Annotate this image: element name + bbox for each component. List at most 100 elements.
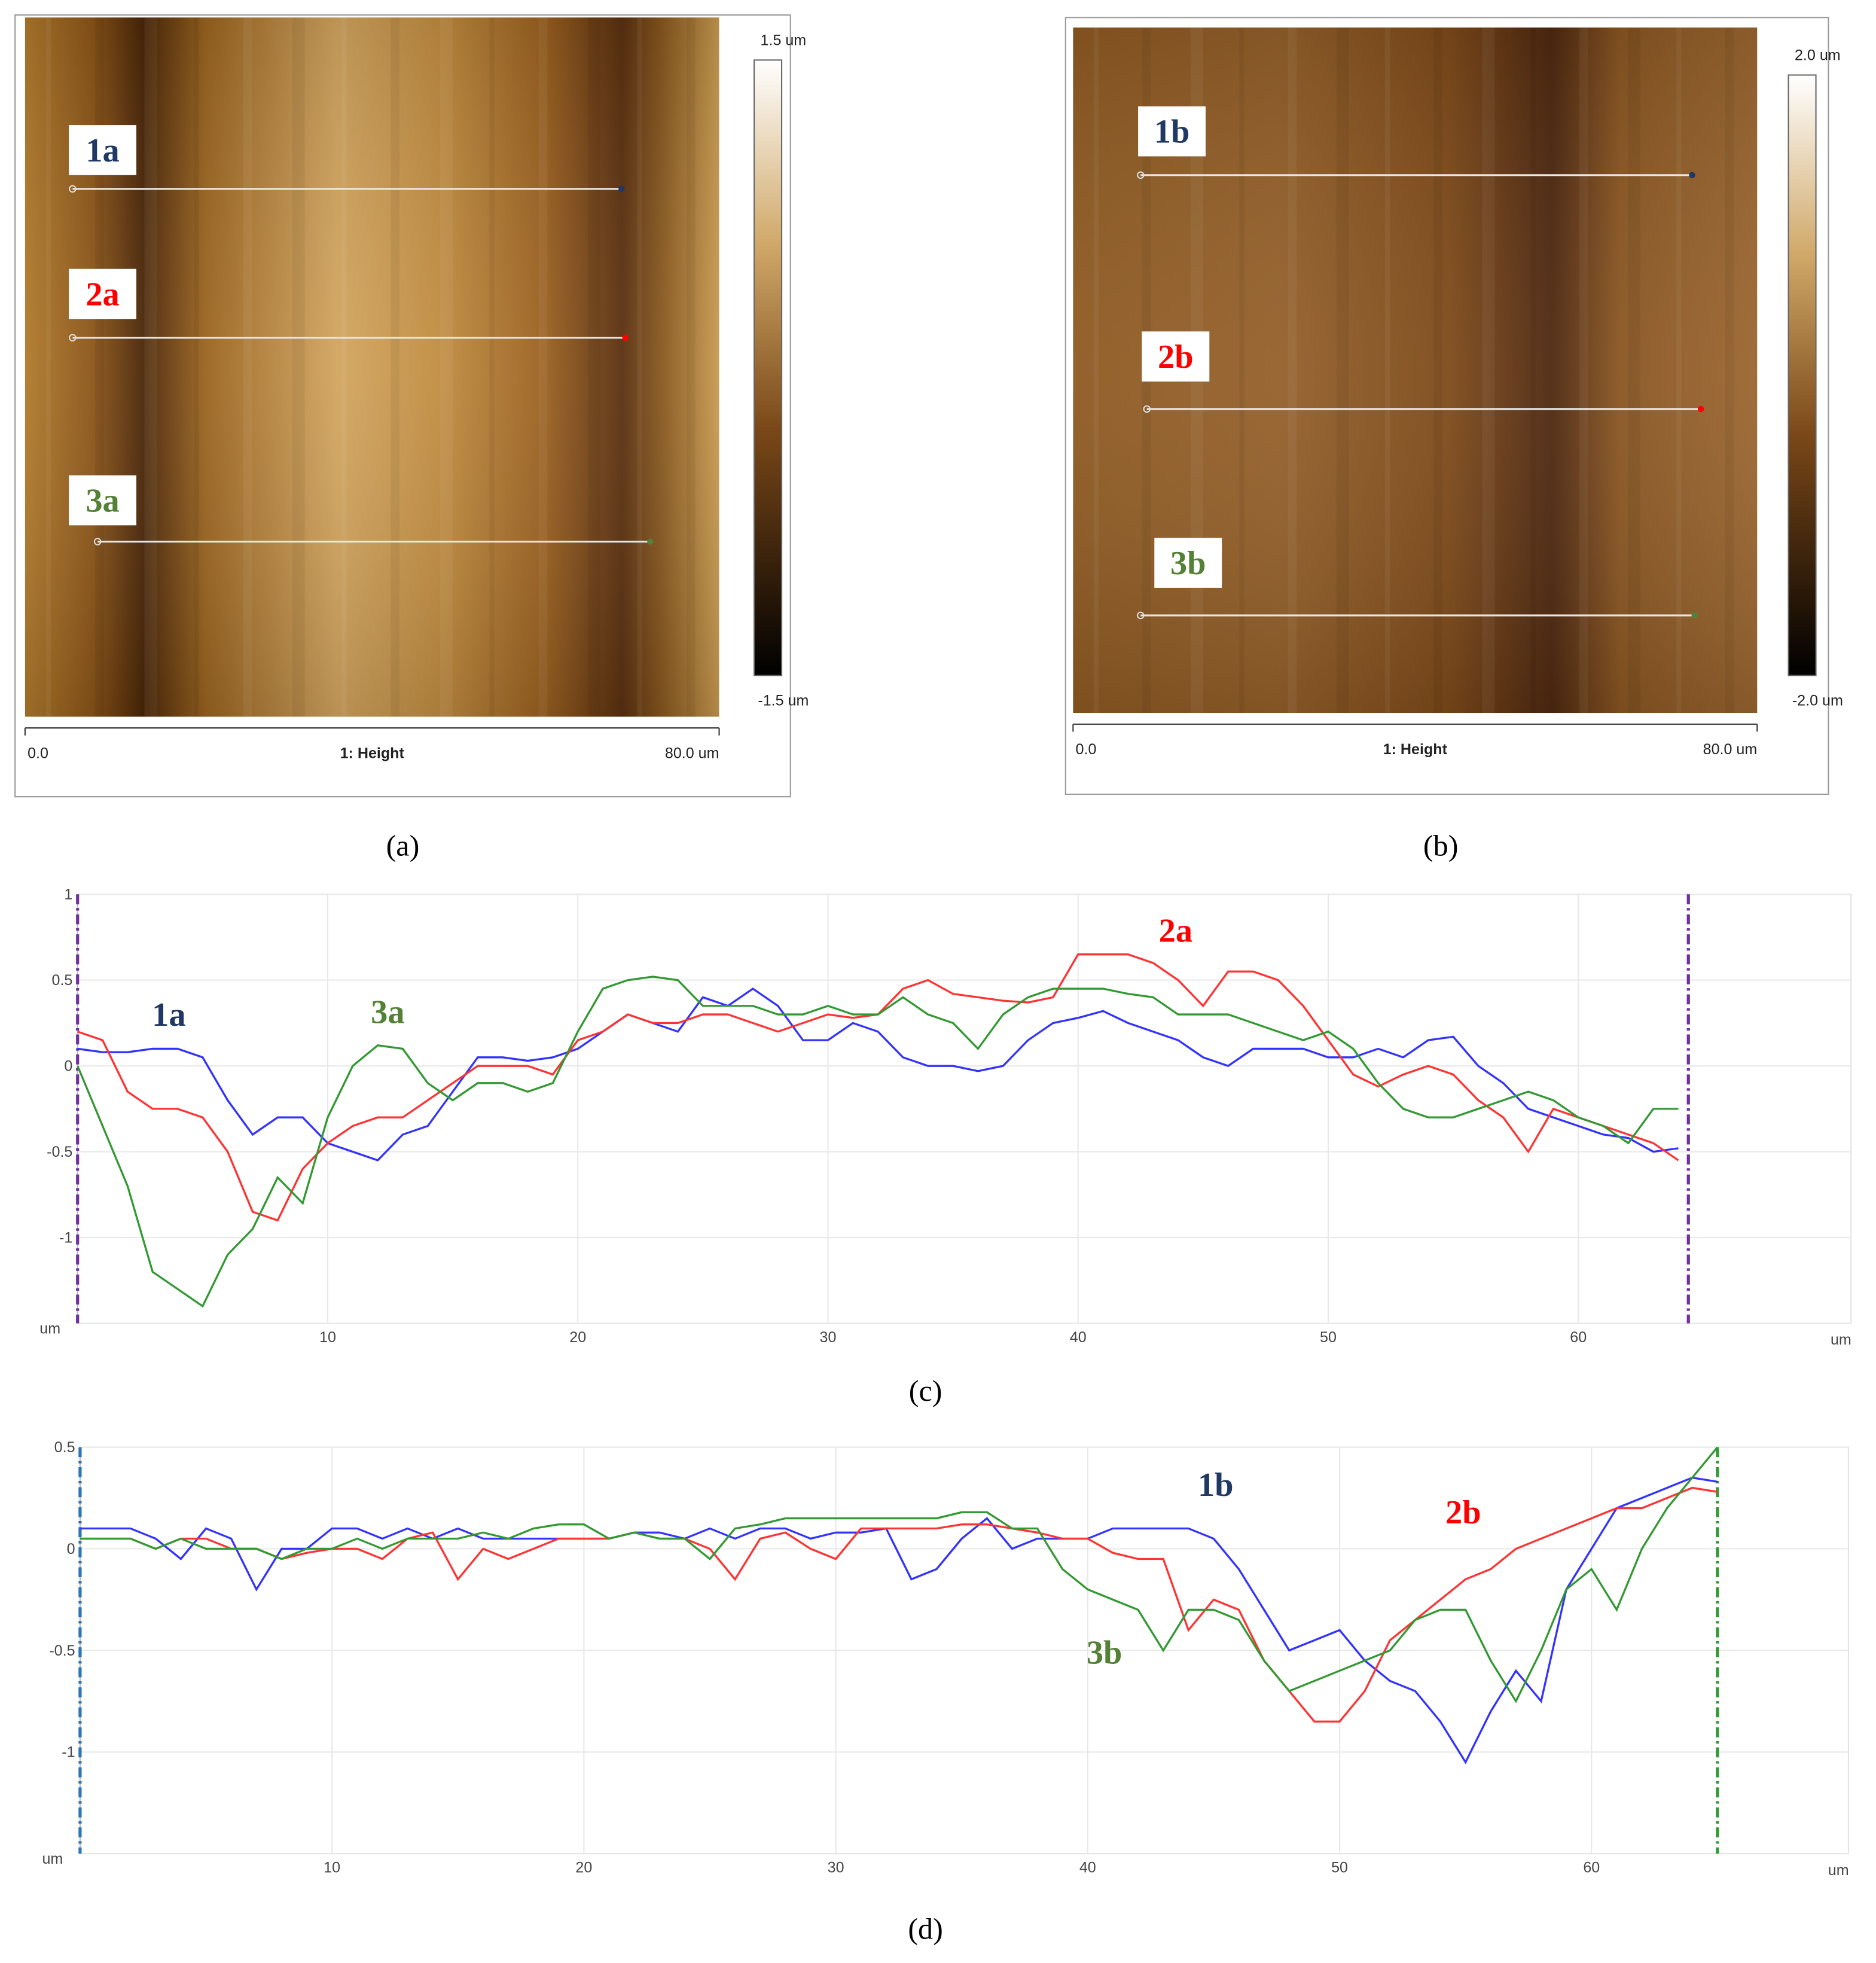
texture-streak bbox=[341, 17, 347, 717]
profile-end bbox=[1697, 406, 1704, 413]
texture-streak bbox=[391, 17, 400, 717]
series-label: 2a bbox=[1159, 913, 1192, 950]
texture-streak bbox=[1433, 28, 1442, 714]
texture-streak bbox=[1530, 28, 1536, 714]
y-tick-label: 0 bbox=[67, 1541, 75, 1557]
profile-label: 3b bbox=[1170, 545, 1206, 582]
x-tick-label: 10 bbox=[319, 1329, 336, 1346]
series-label: 1b bbox=[1198, 1467, 1234, 1504]
profile-end bbox=[1689, 172, 1695, 179]
series-label: 1a bbox=[152, 996, 185, 1034]
height-map-shade bbox=[25, 17, 719, 717]
profile-label: 2b bbox=[1158, 339, 1194, 376]
colorbar-min: -1.5 um bbox=[758, 692, 809, 709]
panel-caption: (b) bbox=[1423, 828, 1459, 862]
x-tick-label: 40 bbox=[1079, 1860, 1096, 1876]
colorbar-max: 2.0 um bbox=[1795, 47, 1841, 63]
profile-curve bbox=[77, 987, 1679, 1162]
plot-frame bbox=[77, 894, 1852, 1324]
x-tick-label: 50 bbox=[1331, 1860, 1348, 1876]
y-tick-label: 0 bbox=[64, 1058, 72, 1075]
x-axis-unit: um bbox=[1831, 1331, 1851, 1348]
y-tick-label: -1 bbox=[62, 1744, 75, 1761]
texture-streak bbox=[243, 17, 252, 717]
x-tick-label: 10 bbox=[324, 1860, 340, 1876]
texture-streak bbox=[1676, 28, 1682, 714]
y-tick-label: 0.5 bbox=[51, 972, 72, 989]
texture-streak bbox=[1579, 28, 1588, 714]
profile-label-box bbox=[1138, 106, 1206, 157]
colorbar bbox=[754, 59, 783, 676]
profile-end bbox=[69, 334, 77, 342]
colorbar-min: -2.0 um bbox=[1792, 692, 1843, 709]
scale-end: 80.0 um bbox=[1703, 741, 1758, 758]
profile-label-box bbox=[1154, 538, 1222, 588]
texture-streak bbox=[1384, 28, 1390, 714]
scale-end: 80.0 um bbox=[665, 745, 719, 761]
profile-label-box bbox=[69, 475, 137, 526]
profile-end bbox=[69, 185, 77, 193]
series-label: 3a bbox=[371, 994, 404, 1031]
profile-curve bbox=[77, 976, 1679, 1308]
y-tick-label: -1 bbox=[59, 1229, 72, 1246]
profile-label-box bbox=[69, 269, 137, 319]
texture-streak bbox=[1239, 28, 1244, 714]
x-tick-label: 20 bbox=[575, 1860, 592, 1876]
colorbar bbox=[1787, 74, 1817, 676]
y-tick-label: -0.5 bbox=[47, 1144, 72, 1160]
x-tick-label: 50 bbox=[1320, 1329, 1337, 1346]
texture-streak bbox=[1093, 28, 1099, 714]
y-tick-label: 0.5 bbox=[54, 1439, 75, 1456]
panel-caption: (c) bbox=[909, 1374, 942, 1407]
texture-streak bbox=[193, 17, 199, 717]
scale-start: 0.0 bbox=[28, 745, 48, 761]
profile-curve bbox=[77, 953, 1679, 1222]
x-tick-label: 60 bbox=[1570, 1329, 1587, 1346]
profile-end bbox=[647, 538, 654, 545]
texture-streak bbox=[1482, 28, 1495, 714]
profile-curve bbox=[80, 1486, 1718, 1723]
profile-end bbox=[1137, 611, 1145, 620]
y-axis-unit: um bbox=[42, 1851, 63, 1867]
profile-label: 1a bbox=[86, 132, 119, 169]
x-axis-unit: um bbox=[1828, 1862, 1849, 1879]
texture-streak bbox=[637, 17, 642, 717]
texture-streak bbox=[538, 17, 548, 717]
x-tick-label: 60 bbox=[1583, 1860, 1600, 1876]
profile-label-box bbox=[1142, 331, 1210, 382]
texture-streak bbox=[1288, 28, 1297, 714]
panel-caption: (a) bbox=[386, 828, 420, 862]
channel-label: 1: Height bbox=[1383, 741, 1448, 758]
texture-streak bbox=[45, 17, 51, 717]
texture-streak bbox=[440, 17, 453, 717]
profile-end bbox=[93, 538, 102, 545]
profile-end bbox=[618, 185, 625, 193]
profile-label: 2a bbox=[86, 276, 119, 313]
profile-end bbox=[1137, 171, 1145, 179]
texture-streak bbox=[489, 17, 495, 717]
series-label: 3b bbox=[1087, 1634, 1122, 1671]
x-tick-label: 30 bbox=[828, 1860, 844, 1876]
profile-label-box bbox=[69, 125, 137, 175]
profile-end bbox=[1691, 612, 1698, 619]
x-tick-label: 40 bbox=[1070, 1329, 1087, 1346]
profile-end bbox=[1143, 405, 1151, 413]
profile-end bbox=[622, 334, 629, 341]
texture-streak bbox=[1336, 28, 1349, 714]
y-axis-unit: um bbox=[39, 1320, 60, 1337]
scale-start: 0.0 bbox=[1076, 741, 1097, 758]
channel-label: 1: Height bbox=[340, 745, 405, 761]
profile-curve bbox=[80, 1446, 1719, 1703]
series-label: 2b bbox=[1445, 1494, 1481, 1531]
profile-label: 1b bbox=[1154, 113, 1190, 150]
profile-label: 3a bbox=[86, 482, 119, 519]
texture-streak bbox=[292, 17, 305, 717]
x-tick-label: 20 bbox=[569, 1329, 586, 1346]
y-tick-label: -0.5 bbox=[49, 1642, 75, 1659]
texture-streak bbox=[144, 17, 157, 717]
x-tick-label: 30 bbox=[820, 1329, 837, 1346]
texture-streak bbox=[686, 17, 696, 717]
profile-curve bbox=[80, 1476, 1718, 1764]
